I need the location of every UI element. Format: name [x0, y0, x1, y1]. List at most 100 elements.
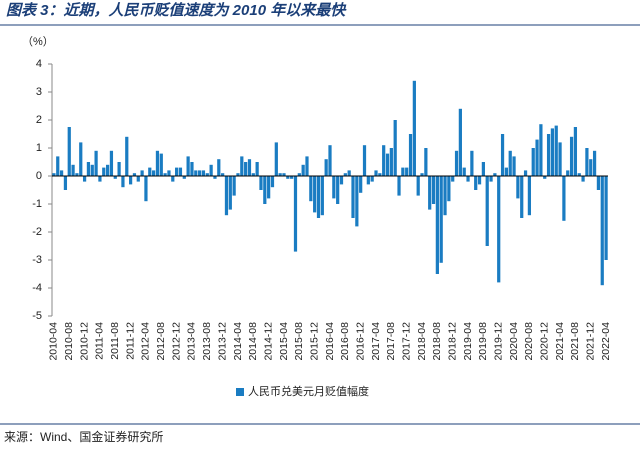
bar: [86, 162, 91, 176]
x-tick-label: 2019-08: [477, 322, 489, 361]
x-tick-label: 2020-04: [508, 322, 520, 361]
x-tick-label: 2014-08: [247, 322, 259, 361]
x-tick-label: 2018-12: [446, 322, 458, 361]
bar: [186, 156, 190, 176]
bar: [148, 167, 152, 176]
bar: [125, 136, 129, 176]
bar: [366, 176, 370, 185]
bar: [178, 167, 183, 176]
bar: [109, 150, 114, 176]
bar: [412, 80, 416, 176]
legend-label: 人民币兑美元月贬值幅度: [248, 384, 369, 398]
bar: [267, 176, 271, 199]
x-tick-label: 2021-12: [585, 322, 597, 361]
x-tick-label: 2014-04: [232, 322, 244, 361]
x-tick-label: 2016-08: [339, 322, 351, 361]
bar: [336, 176, 340, 204]
bar: [59, 170, 64, 176]
bar: [221, 173, 225, 176]
bar: [52, 173, 56, 176]
bar: [297, 173, 301, 176]
bar: [263, 176, 267, 204]
bar: [290, 176, 294, 179]
bar: [397, 176, 401, 196]
bar: [90, 164, 94, 176]
bar: [527, 176, 532, 216]
x-tick-label: 2016-04: [324, 322, 336, 361]
x-tick-label: 2011-04: [94, 322, 106, 360]
bar: [504, 167, 508, 176]
bar: [389, 148, 393, 176]
bar: [531, 148, 535, 176]
y-tick-label: -1: [32, 198, 42, 210]
bar: [562, 176, 566, 221]
bar: [313, 176, 317, 213]
x-tick-label: 2017-12: [400, 322, 412, 361]
bar: [144, 176, 148, 202]
bar: [443, 176, 447, 216]
bar: [585, 148, 589, 176]
bar: [493, 173, 497, 176]
bar: [600, 176, 604, 286]
bar: [431, 176, 436, 204]
x-tick-label: 2017-04: [370, 322, 382, 361]
bar: [535, 139, 539, 176]
bar: [136, 176, 140, 182]
bar: [558, 142, 562, 176]
bar: [228, 176, 232, 210]
y-tick-label: -3: [32, 254, 42, 266]
bar: [132, 173, 137, 176]
bar: [63, 176, 68, 190]
bar: [401, 167, 405, 176]
x-tick-label: 2018-04: [416, 322, 428, 361]
x-tick-label: 2010-04: [48, 322, 60, 361]
bar: [497, 176, 501, 283]
bar: [278, 173, 282, 176]
bar: [67, 127, 71, 176]
bar: [378, 173, 382, 176]
bar: [159, 153, 163, 176]
bar: [270, 176, 275, 188]
y-tick-label: -4: [32, 282, 42, 294]
bar: [128, 176, 133, 185]
bar: [255, 162, 259, 176]
bar: [516, 176, 520, 199]
bar: [405, 167, 409, 176]
bar: [370, 176, 374, 182]
x-tick-label: 2020-12: [539, 322, 551, 361]
bar: [140, 170, 144, 176]
x-tick-label: 2012-12: [170, 322, 182, 361]
bar: [589, 159, 593, 176]
bar: [523, 170, 528, 176]
bar: [454, 150, 459, 176]
bar: [301, 164, 305, 176]
bar: [328, 145, 332, 176]
bar: [175, 167, 179, 176]
x-tick-label: 2011-12: [124, 322, 136, 360]
bar: [500, 134, 505, 176]
bar: [56, 156, 60, 176]
bar: [259, 176, 263, 190]
bar: [596, 176, 601, 190]
bar: [339, 176, 344, 185]
bar: [236, 173, 240, 176]
y-tick-label: 2: [36, 114, 42, 126]
x-tick-label: 2020-08: [523, 322, 535, 361]
bar: [543, 176, 547, 179]
bar: [573, 127, 578, 176]
bar: [393, 120, 397, 176]
bar: [117, 162, 121, 176]
x-tick-label: 2019-12: [492, 322, 504, 361]
x-tick-label: 2013-04: [186, 322, 198, 361]
bar: [428, 176, 432, 210]
bar: [293, 176, 298, 252]
bar: [362, 145, 367, 176]
bar: [408, 134, 413, 176]
x-tick-label: 2013-08: [201, 322, 213, 361]
bar: [539, 124, 543, 176]
x-tick-label: 2012-08: [155, 322, 167, 361]
bar: [343, 173, 347, 176]
bar: [324, 159, 328, 176]
bar: [604, 176, 608, 260]
y-tick-label: 4: [36, 58, 42, 70]
